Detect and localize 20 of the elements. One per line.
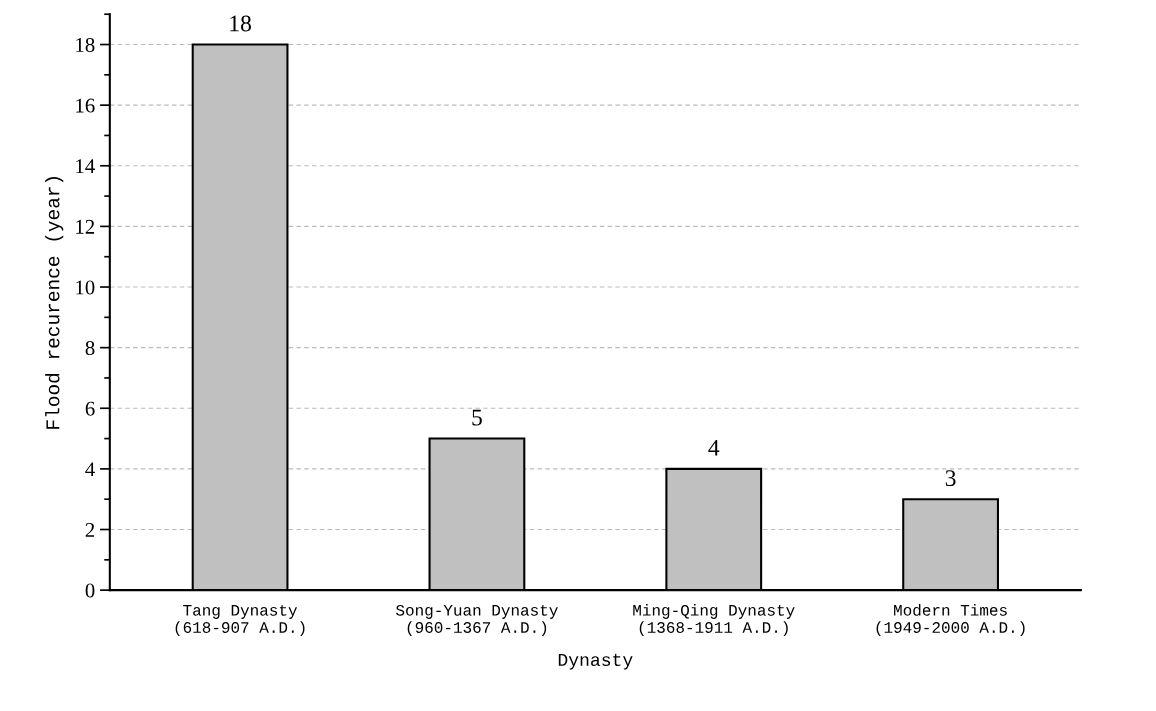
y-tick-label: 8 bbox=[85, 341, 95, 356]
y-tick-label: 6 bbox=[85, 401, 95, 416]
y-axis-title: Flood recurence (year) bbox=[45, 177, 64, 429]
y-tick-label: 0 bbox=[85, 583, 95, 598]
x-tick-label: Modern Times (1949-2000 A.D.) bbox=[876, 604, 1025, 637]
x-tick-label: Ming-Qing Dynasty (1368-1911 A.D.) bbox=[633, 604, 795, 637]
x-tick-label: Tang Dynasty (618-907 A.D.) bbox=[175, 604, 305, 637]
y-tick-label: 10 bbox=[76, 280, 95, 295]
y-tick-label: 4 bbox=[85, 462, 95, 477]
y-tick-label: 12 bbox=[76, 219, 95, 234]
data-label: 4 bbox=[708, 439, 720, 456]
data-label: 3 bbox=[945, 470, 956, 487]
y-tick-label: 16 bbox=[76, 98, 95, 113]
x-tick-label: Song-Yuan Dynasty (960-1367 A.D.) bbox=[396, 604, 558, 637]
data-label: 5 bbox=[472, 409, 482, 426]
y-tick-label: 18 bbox=[76, 37, 95, 52]
data-label: 18 bbox=[230, 15, 251, 32]
x-axis-title: Dynasty bbox=[558, 653, 633, 670]
y-tick-label: 14 bbox=[76, 159, 95, 173]
y-tick-label: 2 bbox=[85, 522, 95, 537]
